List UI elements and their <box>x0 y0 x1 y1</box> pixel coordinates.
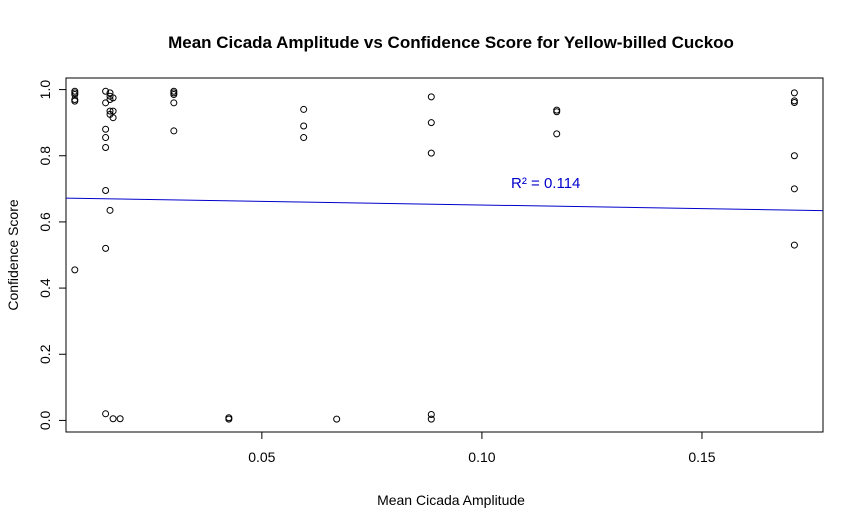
data-point <box>553 108 561 116</box>
plot-frame <box>65 77 824 433</box>
data-point <box>170 127 178 135</box>
data-point <box>333 415 341 423</box>
data-point <box>427 119 435 127</box>
y-axis: 0.0 0.2 0.4 0.6 0.8 1.0 <box>37 80 66 430</box>
data-point <box>300 105 308 113</box>
x-axis-label: Mean Cicada Amplitude <box>377 492 525 508</box>
x-axis: 0.05 0.10 0.15 <box>248 432 716 465</box>
data-point <box>102 410 110 418</box>
data-point <box>225 415 233 423</box>
x-tick-label: 0.05 <box>248 449 275 465</box>
regression-line <box>65 197 824 212</box>
data-point <box>106 206 114 214</box>
data-point <box>71 266 79 274</box>
data-point <box>427 93 435 101</box>
data-point <box>300 122 308 130</box>
data-point <box>790 98 798 106</box>
y-tick-label: 0.6 <box>37 212 53 232</box>
data-point <box>790 152 798 160</box>
data-point <box>71 91 79 99</box>
data-point <box>109 114 117 122</box>
data-point <box>170 99 178 107</box>
data-point <box>427 415 435 423</box>
y-tick-label: 0.0 <box>37 410 53 430</box>
data-point <box>102 244 110 252</box>
data-point <box>790 241 798 249</box>
chart-title: Mean Cicada Amplitude vs Confidence Scor… <box>168 33 734 52</box>
data-point <box>102 99 110 107</box>
y-tick-label: 1.0 <box>37 80 53 100</box>
data-point <box>790 89 798 97</box>
data-point <box>427 149 435 157</box>
data-point <box>102 134 110 142</box>
data-point <box>106 89 114 97</box>
data-point <box>300 134 308 142</box>
data-point <box>109 94 117 102</box>
data-point <box>553 130 561 138</box>
data-point <box>109 107 117 115</box>
x-tick-label: 0.15 <box>688 449 715 465</box>
data-point <box>116 415 124 423</box>
y-tick-label: 0.2 <box>37 344 53 364</box>
data-point <box>790 185 798 193</box>
data-point <box>102 125 110 133</box>
data-point <box>102 186 110 194</box>
data-point <box>106 107 114 115</box>
data-point <box>170 91 178 99</box>
trendline-group <box>65 197 824 212</box>
data-points <box>71 87 798 423</box>
data-point <box>109 415 117 423</box>
x-tick-label: 0.10 <box>468 449 495 465</box>
r-squared-annotation: R² = 0.114 <box>511 175 580 192</box>
data-point <box>102 143 110 151</box>
y-tick-label: 0.8 <box>37 146 53 166</box>
data-point <box>427 410 435 418</box>
data-point <box>102 87 110 95</box>
data-point <box>71 97 79 105</box>
y-axis-label: Confidence Score <box>5 199 21 311</box>
y-tick-label: 0.4 <box>37 278 53 298</box>
